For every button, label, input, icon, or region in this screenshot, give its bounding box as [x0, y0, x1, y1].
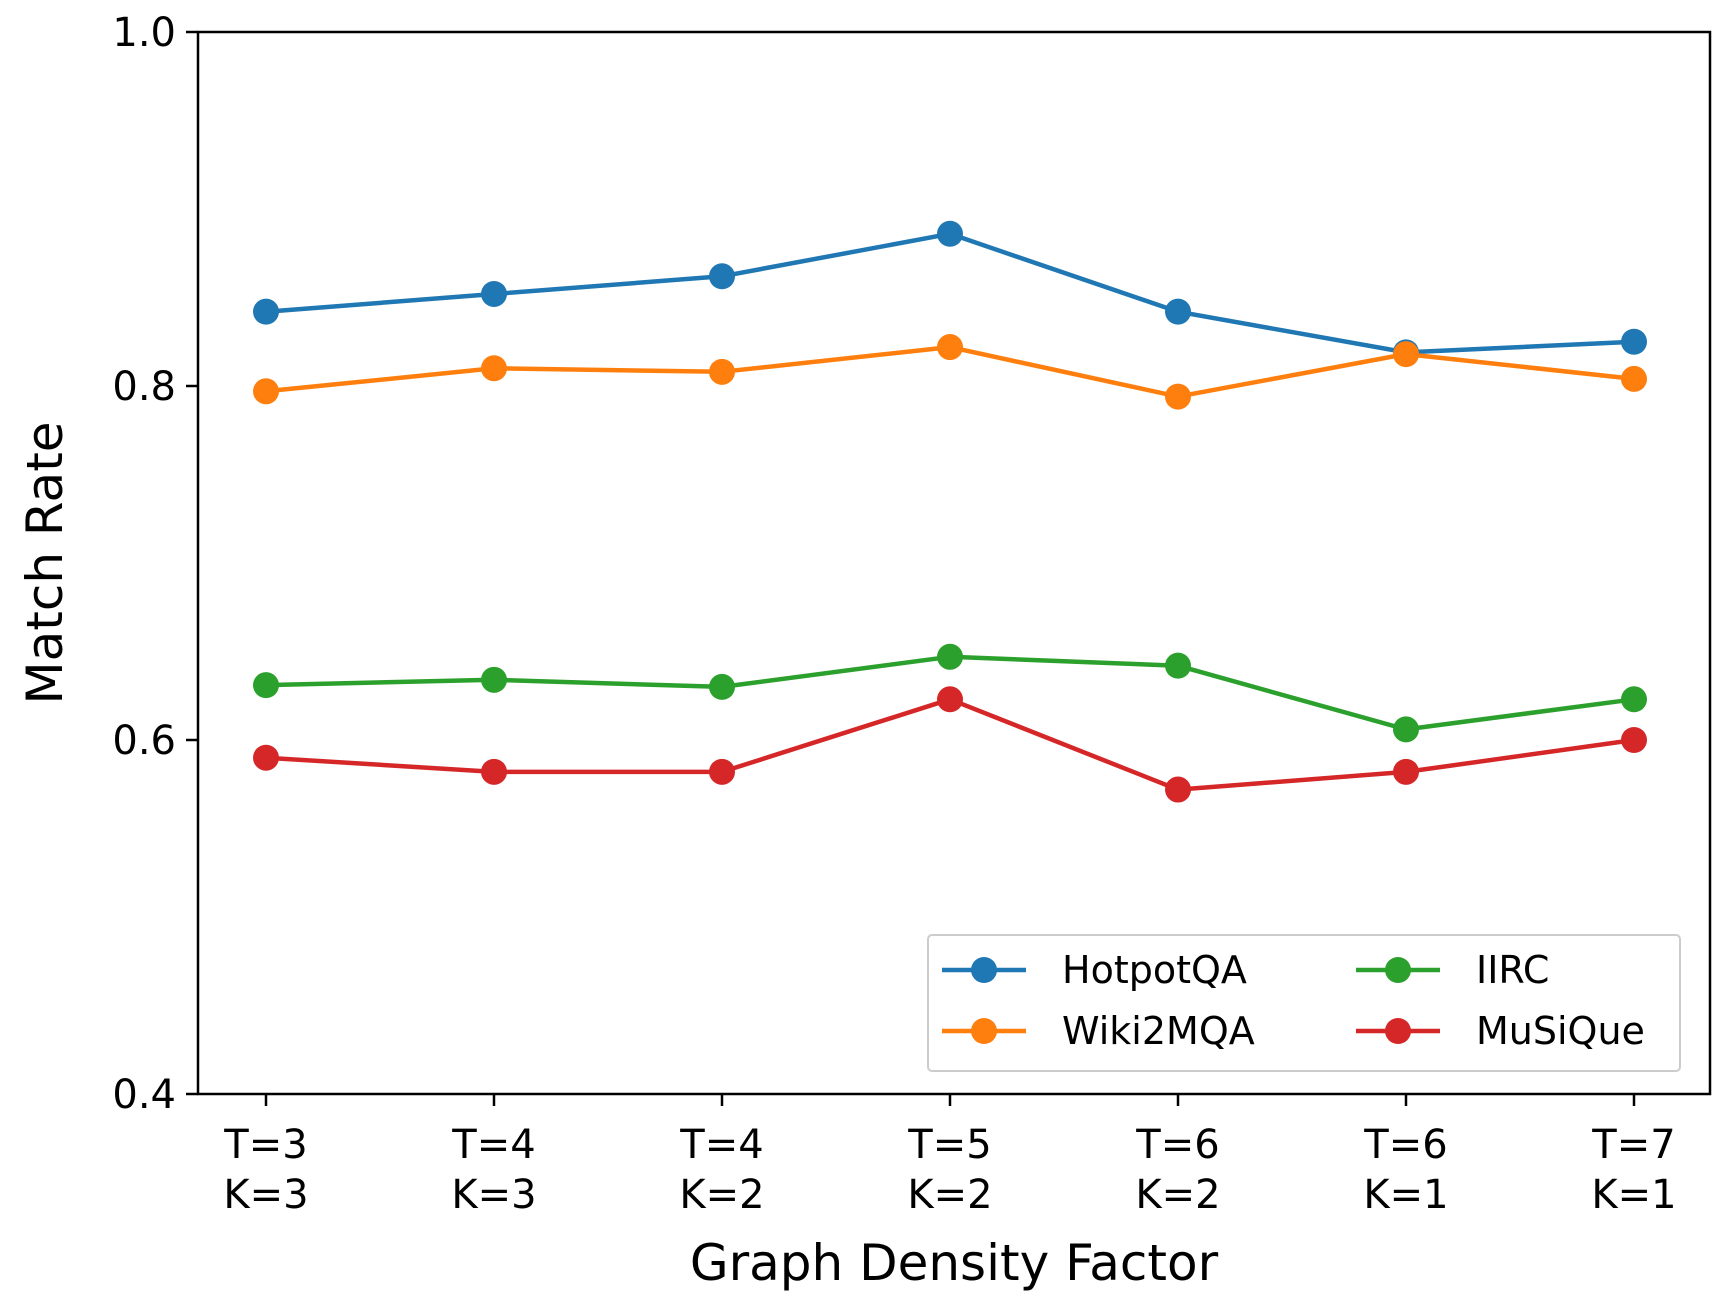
- data-point-hotpotqa: [937, 221, 963, 247]
- y-tick-label: 0.4: [112, 1072, 176, 1118]
- x-tick-label: K=2: [679, 1172, 764, 1218]
- data-point-wiki2mqa: [1165, 384, 1191, 410]
- data-point-iirc: [1165, 653, 1191, 679]
- x-tick-label: T=6: [1135, 1122, 1219, 1168]
- data-point-wiki2mqa: [1621, 366, 1647, 392]
- data-point-hotpotqa: [253, 299, 279, 325]
- y-axis-title: Match Rate: [16, 421, 74, 704]
- x-tick-label: T=5: [907, 1122, 991, 1168]
- data-point-musique: [1393, 759, 1419, 785]
- x-tick-label: T=6: [1363, 1122, 1447, 1168]
- x-axis-title: Graph Density Factor: [690, 1234, 1219, 1292]
- legend-swatch-marker-hotpotqa: [971, 957, 997, 983]
- x-tick-label: T=4: [679, 1122, 763, 1168]
- x-tick-label: K=3: [223, 1172, 308, 1218]
- data-point-wiki2mqa: [709, 359, 735, 385]
- x-tick-label: K=3: [451, 1172, 536, 1218]
- data-point-wiki2mqa: [253, 378, 279, 404]
- legend-swatch-marker-musique: [1385, 1018, 1411, 1044]
- data-point-iirc: [1621, 686, 1647, 712]
- data-point-wiki2mqa: [1393, 341, 1419, 367]
- data-point-wiki2mqa: [937, 334, 963, 360]
- data-point-musique: [937, 686, 963, 712]
- data-point-musique: [709, 759, 735, 785]
- x-tick-label: K=1: [1363, 1172, 1448, 1218]
- x-tick-label: T=4: [451, 1122, 535, 1168]
- legend-swatch-marker-iirc: [1385, 957, 1411, 983]
- x-tick-label: K=1: [1591, 1172, 1676, 1218]
- x-tick-label: T=7: [1591, 1122, 1675, 1168]
- data-point-iirc: [937, 644, 963, 670]
- data-point-hotpotqa: [481, 281, 507, 307]
- legend-label-wiki2mqa: Wiki2MQA: [1062, 1009, 1255, 1053]
- data-point-musique: [1165, 777, 1191, 803]
- x-tick-label: K=2: [907, 1172, 992, 1218]
- data-point-musique: [1621, 727, 1647, 753]
- y-tick-label: 0.6: [112, 718, 176, 764]
- data-point-iirc: [709, 674, 735, 700]
- legend: HotpotQA Wiki2MQA IIRC MuSiQue: [928, 935, 1680, 1071]
- data-point-iirc: [481, 667, 507, 693]
- y-tick-label: 1.0: [112, 10, 176, 56]
- x-tick-label: K=2: [1135, 1172, 1220, 1218]
- data-point-iirc: [1393, 716, 1419, 742]
- legend-label-hotpotqa: HotpotQA: [1062, 948, 1247, 992]
- data-point-hotpotqa: [709, 263, 735, 289]
- legend-label-musique: MuSiQue: [1476, 1009, 1645, 1053]
- data-point-musique: [253, 745, 279, 771]
- data-point-musique: [481, 759, 507, 785]
- y-tick-label: 0.8: [112, 364, 176, 410]
- data-point-hotpotqa: [1165, 299, 1191, 325]
- data-point-wiki2mqa: [481, 355, 507, 381]
- x-tick-label: T=3: [223, 1122, 307, 1168]
- legend-swatch-marker-wiki2mqa: [971, 1018, 997, 1044]
- data-point-hotpotqa: [1621, 329, 1647, 355]
- legend-label-iirc: IIRC: [1476, 948, 1549, 992]
- data-point-iirc: [253, 672, 279, 698]
